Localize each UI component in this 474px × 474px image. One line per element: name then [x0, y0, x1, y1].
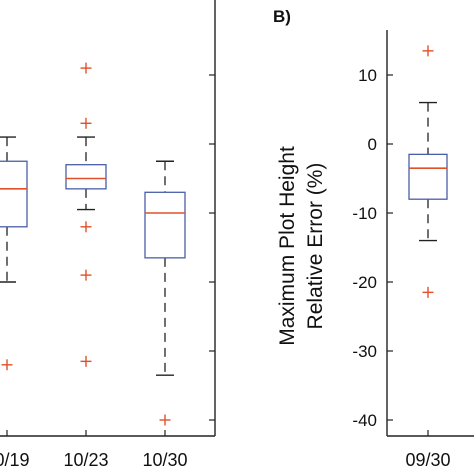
y-tick-label: 0 [368, 135, 377, 154]
y-tick-label: 10 [358, 66, 377, 85]
panel-b-y-axis-title-line1: Maximum Plot Height [276, 146, 299, 346]
y-tick-label: -30 [352, 342, 377, 361]
panel-a: 10/19 10/23 10/30 [0, 0, 216, 470]
panel-b-x-tick-labels: 09/30 [405, 430, 451, 470]
y-tick-label: -40 [352, 411, 377, 430]
iqr-box [408, 153, 448, 200]
y-tick-label: -20 [352, 273, 377, 292]
panel-b: B) Maximum Plot Height Relative Error (%… [273, 7, 474, 470]
panel-b-y-ticks: -40 -30 -20 -10 0 10 [352, 66, 393, 430]
iqr-box [144, 191, 186, 259]
panel-b-boxes [408, 45, 448, 298]
panel-b-y-axis-title-line2: Relative Error (%) [304, 163, 327, 330]
x-tick-label: 10/30 [142, 450, 187, 470]
panel-a-x-tick-labels: 10/19 10/23 10/30 [0, 430, 188, 470]
x-tick-label: 09/30 [405, 450, 450, 470]
x-tick-label: 10/19 [0, 450, 30, 470]
iqr-box [65, 164, 107, 190]
panel-a-y-ticks [209, 74, 215, 421]
iqr-box [0, 160, 28, 228]
x-tick-label: 10/23 [63, 450, 108, 470]
y-tick-label: -10 [352, 204, 377, 223]
panel-b-label: B) [273, 7, 291, 26]
panel-a-boxes [0, 62, 186, 426]
